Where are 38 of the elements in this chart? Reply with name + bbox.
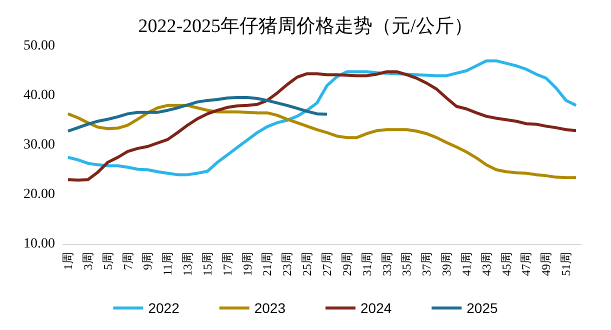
x-tick-label: 19周 (240, 252, 254, 276)
chart-title: 2022-2025年仔猪周价格走势（元/公斤） (138, 16, 473, 37)
x-tick-label: 25周 (300, 252, 314, 276)
legend-label: 2022 (148, 300, 180, 316)
x-tick-label: 41周 (459, 252, 474, 276)
x-tick-label: 5周 (100, 252, 115, 270)
y-tick-label: 20.00 (24, 187, 55, 202)
x-tick-label: 47周 (519, 252, 534, 276)
x-tick-label: 35周 (400, 252, 414, 276)
x-tick-label: 23周 (280, 252, 294, 276)
x-tick-label: 15周 (200, 252, 214, 276)
x-tick-label: 17周 (220, 252, 234, 276)
y-tick-label: 10.00 (24, 236, 55, 252)
x-tick-label: 13周 (180, 252, 195, 276)
x-tick-label: 49周 (539, 252, 554, 276)
x-tick-label: 37周 (420, 252, 434, 276)
x-tick-label: 21周 (260, 252, 274, 276)
x-tick-label: 31周 (360, 252, 374, 276)
legend-label: 2025 (466, 300, 498, 316)
line-series (66, 104, 578, 180)
y-tick-label: 50.00 (24, 38, 55, 54)
y-tick-label: 40.00 (24, 88, 55, 103)
x-tick-label: 11周 (160, 252, 175, 276)
x-tick-label: 29周 (340, 252, 354, 276)
x-tick-label: 7周 (120, 252, 135, 270)
x-tick-label: 43周 (479, 252, 494, 276)
x-tick-label: 51周 (559, 252, 574, 276)
line-series (66, 96, 328, 133)
x-tick-label: 39周 (440, 252, 454, 276)
x-tick-label: 27周 (320, 252, 334, 276)
x-tick-label: 33周 (380, 252, 394, 276)
legend-label: 2023 (254, 300, 286, 316)
y-tick-label: 30.00 (24, 138, 55, 152)
legend-label: 2024 (360, 300, 392, 316)
x-tick-label: 45周 (499, 252, 514, 276)
x-tick-label: 9周 (140, 252, 155, 270)
x-tick-label: 1周 (60, 252, 75, 270)
x-tick-label: 3周 (80, 252, 95, 270)
